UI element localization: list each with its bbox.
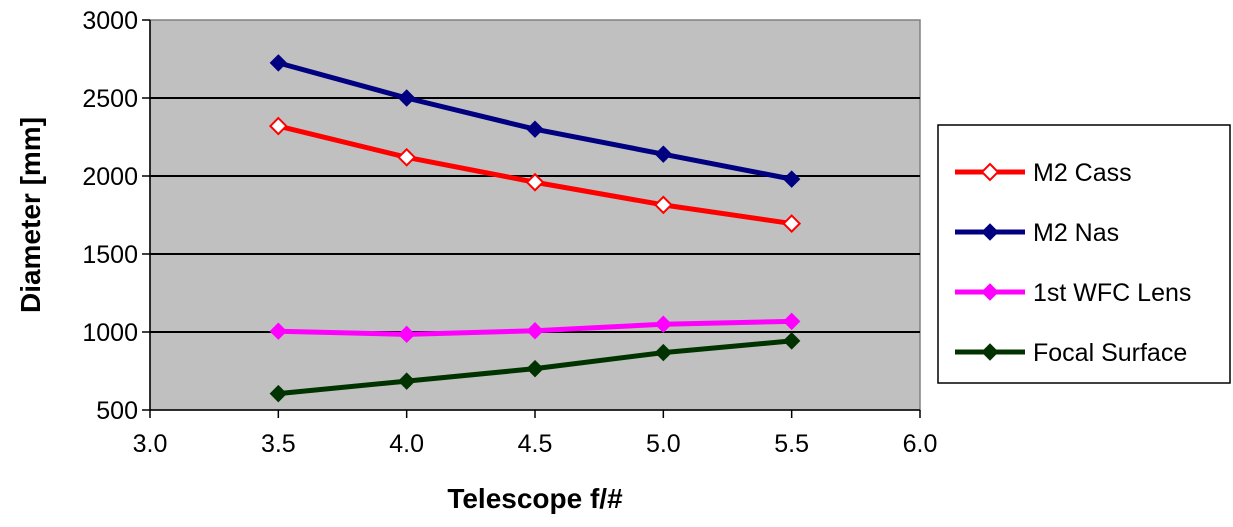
y-tick-label: 3000 (82, 7, 138, 35)
x-tick-label: 3.5 (261, 430, 296, 458)
data-point (526, 322, 544, 340)
data-point (269, 322, 288, 340)
x-tick-label: 4.5 (518, 430, 553, 458)
data-point (397, 372, 416, 390)
data-point (397, 147, 417, 167)
series-1st-wfc-lens (269, 312, 801, 344)
data-point (269, 54, 288, 72)
legend-label: M2 Nas (1033, 219, 1119, 247)
data-point (525, 172, 545, 192)
data-point (782, 214, 802, 233)
data-point (782, 312, 801, 331)
legend-entries: M2 Cass M2 Nas 1st WFC Lens Focal Surface (955, 159, 1191, 367)
legend-swatch-marker (980, 162, 1000, 182)
data-point (782, 332, 801, 350)
legend-swatch-marker (981, 343, 999, 361)
x-tick-label: 3.0 (133, 430, 168, 458)
y-tick-label: 1000 (82, 319, 138, 347)
series-layer (268, 54, 802, 403)
legend-label: Focal Surface (1033, 339, 1187, 367)
data-point (526, 359, 544, 378)
legend-item-m2-cass: M2 Cass (955, 159, 1132, 187)
axes: 500 1000 1500 2000 2500 3000 3.0 3.5 4.0 4.5 5.0 5.… (82, 7, 937, 458)
x-axis-label: Telescope f/# (447, 483, 623, 514)
legend-item-focal-surface: Focal Surface (955, 339, 1187, 367)
legend-item-m2-nas: M2 Nas (955, 219, 1119, 247)
plot-area (149, 19, 921, 411)
legend-label: 1st WFC Lens (1033, 279, 1191, 307)
y-tick-label: 500 (96, 397, 138, 425)
series-m2-nas (269, 54, 801, 188)
legend-label: M2 Cass (1033, 159, 1132, 187)
x-tick-label: 4.0 (389, 430, 424, 458)
series-focal-surface (269, 332, 801, 403)
data-point (654, 343, 673, 362)
legend: M2 Cass M2 Nas 1st WFC Lens Focal Surface (937, 124, 1231, 384)
data-point (654, 145, 673, 163)
legend-swatch-marker (981, 283, 999, 301)
data-point (653, 195, 673, 215)
y-tick-label: 2500 (82, 85, 138, 113)
data-point (268, 116, 288, 136)
series-m2-cass (268, 116, 802, 233)
data-point (397, 89, 416, 107)
data-point (397, 325, 416, 344)
y-axis-label: Diameter [mm] (15, 117, 46, 313)
legend-swatch-marker (981, 223, 999, 241)
x-tick-label: 6.0 (903, 430, 938, 458)
y-tick-label: 2000 (82, 163, 138, 191)
data-point (269, 384, 288, 403)
y-tick-label: 1500 (82, 241, 138, 269)
data-point (782, 170, 801, 188)
x-tick-label: 5.0 (646, 430, 681, 458)
data-point (526, 120, 544, 138)
data-point (654, 315, 673, 333)
legend-item-1st-wfc-lens: 1st WFC Lens (955, 279, 1191, 307)
x-tick-label: 5.5 (774, 430, 809, 458)
